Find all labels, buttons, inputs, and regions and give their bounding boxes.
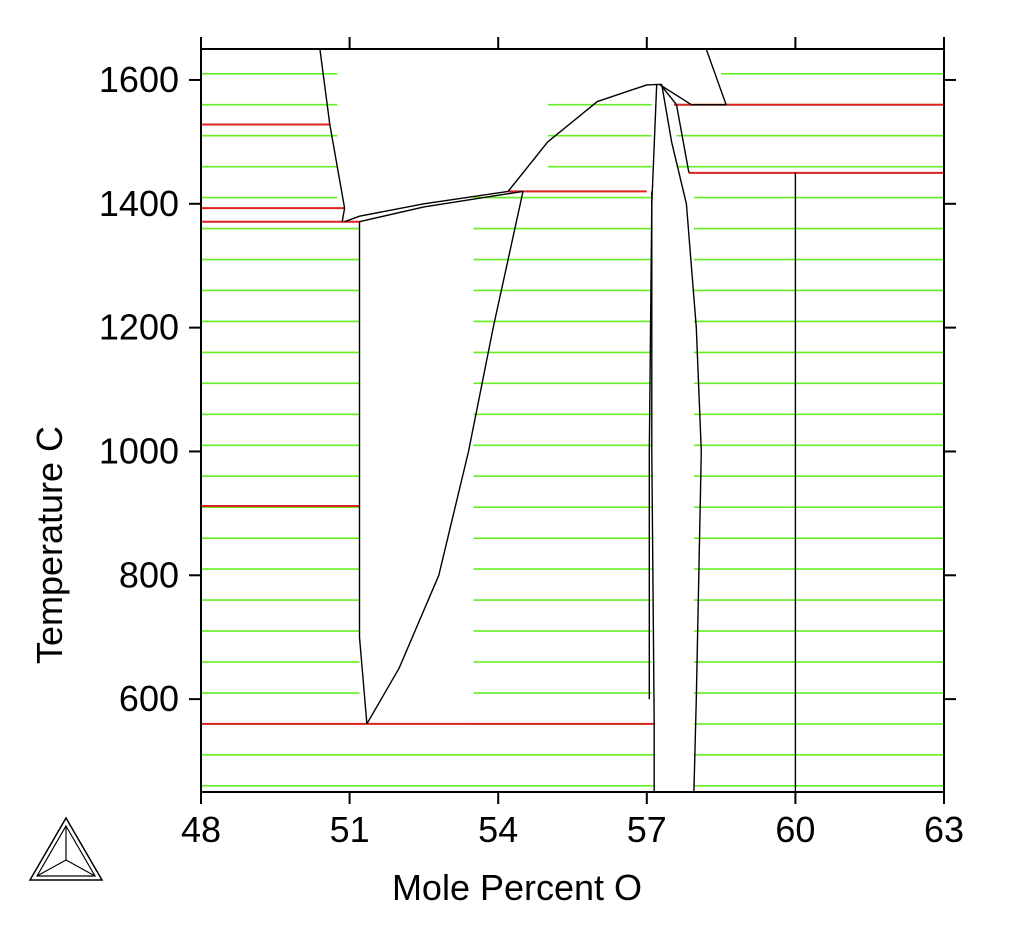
x-tick-label: 51 <box>330 809 370 850</box>
x-tick-label: 60 <box>775 809 815 850</box>
plot-frame-group <box>200 48 945 793</box>
x-axis-title: Mole Percent O <box>392 867 642 908</box>
phase-boundary <box>661 85 690 173</box>
y-tick-label: 1600 <box>99 59 179 100</box>
phase-boundaries-group <box>319 48 797 793</box>
x-tick-label: 63 <box>924 809 964 850</box>
axis-labels-group: 48 51 54 57 60 63 600 800 1000 1200 1400 1600 <box>99 59 964 850</box>
phase-boundary <box>507 83 662 192</box>
phase-boundary <box>658 48 727 106</box>
y-tick-label: 800 <box>119 554 179 595</box>
phase-boundary <box>319 48 346 222</box>
phase-boundary <box>648 84 658 700</box>
phase-boundary <box>651 191 655 792</box>
y-tick-label: 1000 <box>99 430 179 471</box>
phase-boundary <box>366 191 524 725</box>
phase-boundary <box>661 84 702 793</box>
phase-boundary <box>358 221 368 724</box>
x-tick-label: 57 <box>627 809 667 850</box>
x-tick-label: 54 <box>478 809 518 850</box>
y-axis-title: Temperature C <box>29 426 70 664</box>
tie-lines-group <box>201 72 944 787</box>
phase-boundary <box>359 190 524 223</box>
y-tick-label: 1400 <box>99 183 179 224</box>
x-tick-label: 48 <box>181 809 221 850</box>
y-tick-label: 1200 <box>99 307 179 348</box>
axis-ticks-group <box>189 37 956 804</box>
phase-boundary <box>344 190 509 223</box>
y-tick-label: 600 <box>119 678 179 719</box>
thermo-logo-icon <box>28 816 104 881</box>
plot-frame <box>200 48 945 793</box>
